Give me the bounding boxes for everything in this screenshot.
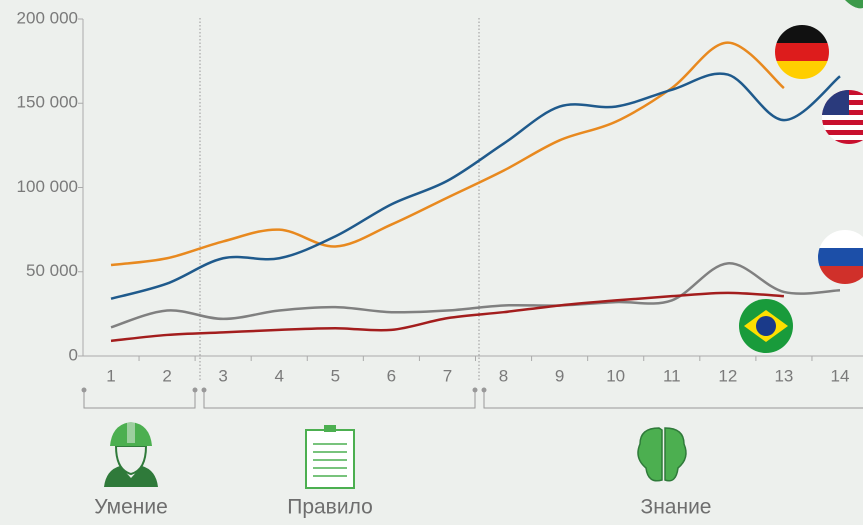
x-tick-label: 12 <box>718 366 737 385</box>
line-series <box>110 262 841 329</box>
x-tick-label: 3 <box>218 366 227 385</box>
group-brackets <box>83 390 863 409</box>
line-series <box>110 291 784 343</box>
x-tick-label: 1 <box>106 366 115 385</box>
brain-icon <box>637 427 687 482</box>
clipboard-icon <box>305 425 355 489</box>
x-tick-label: 10 <box>606 366 625 385</box>
x-tick-label: 14 <box>831 366 850 385</box>
corner-decoration <box>845 0 863 9</box>
y-tick-label: 200 000 <box>17 8 78 27</box>
x-tick-label: 4 <box>274 366 283 385</box>
group-label: Правило <box>287 496 373 519</box>
worker-icon <box>104 421 158 487</box>
group-label: Умение <box>94 496 168 519</box>
y-tick-label: 0 <box>69 345 78 364</box>
x-tick-label: 6 <box>387 366 396 385</box>
x-tick-label: 7 <box>443 366 452 385</box>
y-tick-label: 50 000 <box>26 261 78 280</box>
line-series <box>110 41 785 267</box>
flag-germany <box>775 25 829 79</box>
x-tick-label: 13 <box>774 366 793 385</box>
bracket-dots <box>81 387 487 393</box>
y-tick-label: 150 000 <box>17 93 78 112</box>
x-tick-label: 11 <box>663 366 681 385</box>
x-tick-label: 8 <box>499 366 508 385</box>
x-tick-label: 9 <box>555 366 564 385</box>
y-tick-label: 100 000 <box>17 177 78 196</box>
flag-brazil <box>739 299 793 353</box>
group-label: Знание <box>641 496 712 519</box>
line-series <box>110 72 841 300</box>
x-tick-label: 5 <box>331 366 340 385</box>
x-tick-label: 2 <box>162 366 171 385</box>
